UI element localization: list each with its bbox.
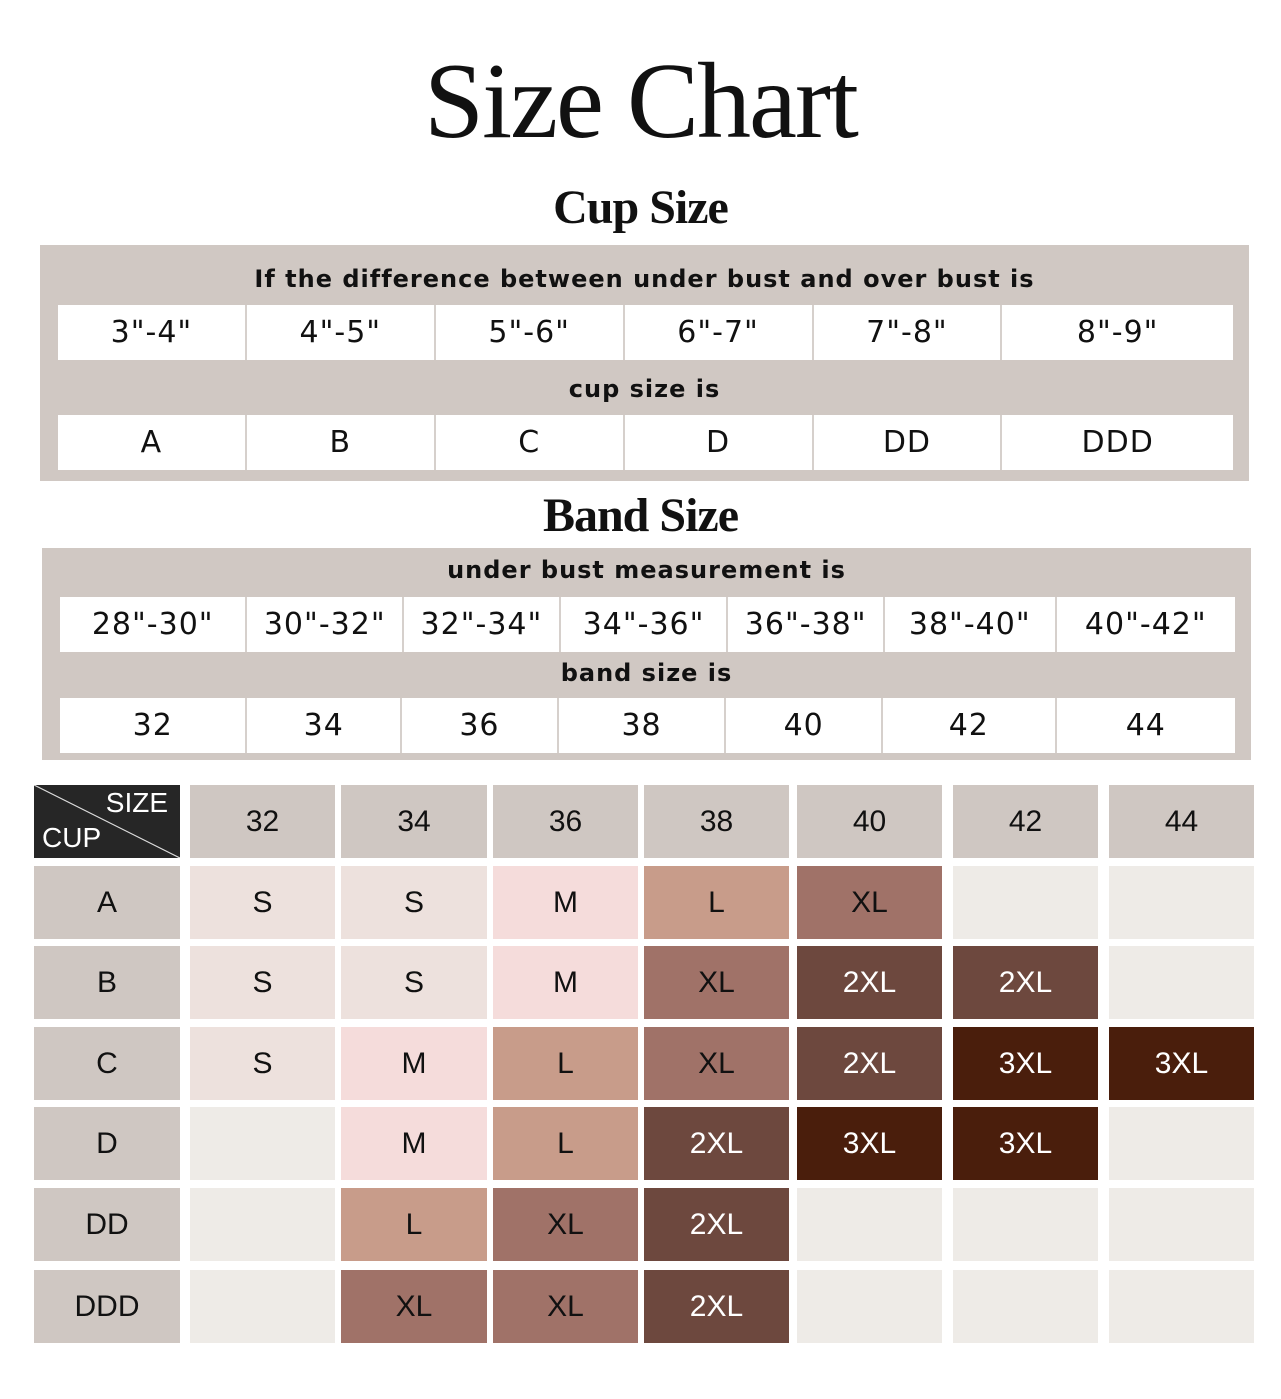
size-cell: L [644, 866, 789, 939]
size-cell [1109, 946, 1254, 1019]
size-cell: S [190, 946, 335, 1019]
row-cell: 5"-6" [436, 305, 625, 360]
size-cell: XL [644, 1027, 789, 1100]
measurement-row: 28"-30" 30"-32" 32"-34" 34"-36" 36"-38" 38"-4… [60, 597, 1235, 652]
cup-row-header: DD [34, 1188, 180, 1261]
row-cell: 32"-34" [404, 597, 561, 652]
diagonal-divider [34, 785, 180, 858]
size-cell [1109, 1270, 1254, 1343]
cup-row-header: DDD [34, 1270, 180, 1343]
size-cell [797, 1188, 942, 1261]
size-cell: XL [797, 866, 942, 939]
size-cell: XL [493, 1188, 638, 1261]
difference-label: If the difference between under bust and… [254, 265, 1035, 293]
cup-row-header: B [34, 946, 180, 1019]
size-cell: 3XL [953, 1027, 1098, 1100]
band-column-header: 34 [341, 785, 487, 858]
page-title: Size Chart [424, 42, 859, 161]
size-cell: 2XL [953, 946, 1098, 1019]
size-cell [1109, 1107, 1254, 1180]
size-cell: 3XL [953, 1107, 1098, 1180]
row-cell: 28"-30" [60, 597, 248, 652]
row-cell: 42 [883, 698, 1057, 753]
corner-header: SIZE CUP [34, 785, 180, 858]
corner-cup-label: CUP [42, 822, 102, 853]
size-cell: L [493, 1027, 638, 1100]
size-cell: 2XL [797, 1027, 942, 1100]
cup-row-header: A [34, 866, 180, 939]
size-cell: S [190, 1027, 335, 1100]
band-size-panel: under bust measurement is 28"-30" 30"-32"… [42, 548, 1251, 760]
size-cell [1109, 866, 1254, 939]
size-cell: L [493, 1107, 638, 1180]
size-cell [1109, 1188, 1254, 1261]
size-cell: M [341, 1027, 487, 1100]
difference-row: 3"-4" 4"-5" 5"-6" 6"-7" 7"-8" 8"-9" [58, 305, 1233, 360]
row-cell: B [247, 415, 436, 470]
row-cell: 3"-4" [58, 305, 247, 360]
size-cell: 2XL [644, 1188, 789, 1261]
band-column-header: 32 [190, 785, 335, 858]
band-column-header: 42 [953, 785, 1098, 858]
size-cell [797, 1270, 942, 1343]
row-cell: 30"-32" [247, 597, 405, 652]
band-column-header: 36 [493, 785, 638, 858]
row-cell: DDD [1081, 425, 1154, 460]
row-cell: 7"-8" [814, 305, 1003, 360]
size-cell: XL [644, 946, 789, 1019]
size-cell [190, 1188, 335, 1261]
cup-row: A B C D DD DDD [58, 415, 1233, 470]
cup-row-header: D [34, 1107, 180, 1180]
row-cell: 32 [60, 698, 248, 753]
cup-result-label: cup size is [568, 375, 721, 403]
row-cell: 6"-7" [625, 305, 814, 360]
size-cell [190, 1107, 335, 1180]
measurement-label: under bust measurement is [447, 556, 846, 584]
cup-size-heading: Cup Size [553, 181, 729, 234]
size-cell [190, 1270, 335, 1343]
size-cell: S [341, 946, 487, 1019]
size-cell: M [341, 1107, 487, 1180]
row-cell: D [625, 415, 814, 470]
band-column-header: 40 [797, 785, 942, 858]
size-cell [953, 866, 1098, 939]
row-cell: 40"-42" [1084, 607, 1207, 642]
size-cell: S [190, 866, 335, 939]
size-cell: XL [341, 1270, 487, 1343]
row-cell: 34"-36" [561, 597, 729, 652]
size-cell [953, 1188, 1098, 1261]
corner-size-label: SIZE [105, 787, 168, 818]
size-cell [953, 1270, 1098, 1343]
band-row: 32 34 36 38 40 42 44 [60, 698, 1235, 753]
row-cell: 36 [402, 698, 559, 753]
size-cell: 2XL [797, 946, 942, 1019]
size-cell: M [493, 946, 638, 1019]
row-cell: C [436, 415, 625, 470]
row-cell: 40 [726, 698, 884, 753]
size-cell: S [341, 866, 487, 939]
cup-size-panel: If the difference between under bust and… [40, 245, 1249, 481]
row-cell: 38"-40" [885, 597, 1057, 652]
band-column-header: 44 [1109, 785, 1254, 858]
size-cell: L [341, 1188, 487, 1261]
row-cell: 38 [559, 698, 727, 753]
size-cell: 3XL [797, 1107, 942, 1180]
band-column-header: 38 [644, 785, 789, 858]
row-cell: 44 [1125, 708, 1166, 743]
band-result-label: band size is [560, 659, 733, 687]
row-cell: DD [814, 415, 1003, 470]
size-cell: XL [493, 1270, 638, 1343]
size-cell: M [493, 866, 638, 939]
size-cell: 2XL [644, 1270, 789, 1343]
row-cell: 4"-5" [247, 305, 436, 360]
size-cell: 2XL [644, 1107, 789, 1180]
row-cell: 36"-38" [728, 597, 885, 652]
cup-row-header: C [34, 1027, 180, 1100]
size-cell: 3XL [1109, 1027, 1254, 1100]
row-cell: A [58, 415, 247, 470]
band-size-heading: Band Size [542, 489, 739, 542]
row-cell: 34 [247, 698, 403, 753]
row-cell: 8"-9" [1076, 315, 1159, 350]
